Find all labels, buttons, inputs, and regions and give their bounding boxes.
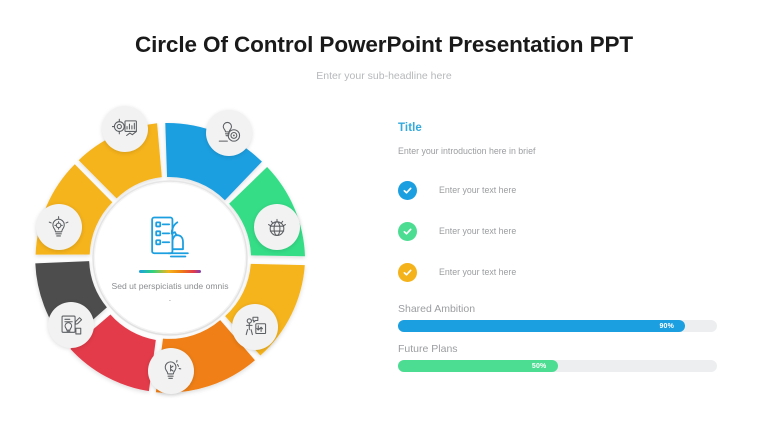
globe-icon	[268, 218, 286, 236]
check-circle-amber	[398, 262, 417, 282]
lightbulb-gear-icon	[48, 216, 69, 237]
page-subtitle: Enter your sub-headline here	[316, 70, 452, 82]
progress-fill: 90%	[398, 320, 686, 332]
panel-intro: Enter your introduction here in brief	[398, 146, 536, 156]
lightbulb-target-icon	[218, 121, 241, 142]
progress-block-future-plans: Future Plans 50%	[398, 343, 728, 372]
badge-lightbulb-idea[interactable]	[148, 348, 194, 394]
list-item[interactable]: Enter your text here	[398, 180, 728, 200]
inner-ring-outline	[92, 180, 248, 336]
badge-analytics-target[interactable]	[102, 106, 148, 152]
progress-block-shared-ambition: Shared Ambition 90%	[398, 303, 728, 332]
lightbulb-document-icon	[61, 315, 83, 335]
badge-lightbulb-document[interactable]	[48, 302, 94, 348]
list-item-label: Enter your text here	[439, 226, 517, 236]
center-caption: Sed ut perspiciatis unde omnis .	[111, 280, 229, 304]
progress-bars: Shared Ambition 90% Future Plans 50%	[398, 303, 728, 372]
content-panel: Title Enter your introduction here in br…	[398, 122, 728, 383]
list-item-label: Enter your text here	[439, 185, 517, 195]
lightbulb-idea-icon	[164, 359, 182, 379]
progress-value: 90%	[659, 322, 675, 330]
checklist: Enter your text here Enter your text her…	[398, 180, 728, 282]
check-circle-blue	[398, 180, 417, 200]
presenter-strategy-icon	[245, 316, 267, 336]
center-accent-rule	[139, 270, 201, 273]
analytics-target-icon	[112, 118, 137, 137]
circle-of-control-diagram: Sed ut perspiciatis unde omnis .	[20, 106, 320, 408]
check-icon	[403, 187, 412, 194]
progress-label: Future Plans	[398, 343, 458, 355]
wheel-center-disc: Sed ut perspiciatis unde omnis .	[95, 183, 245, 333]
progress-track[interactable]: 90%	[398, 320, 717, 332]
list-item[interactable]: Enter your text here	[398, 221, 728, 241]
progress-track[interactable]: 50%	[398, 360, 717, 372]
list-item-label: Enter your text here	[439, 267, 517, 277]
slide-header: Circle Of Control PowerPoint Presentatio…	[0, 0, 768, 82]
panel-title: Title	[398, 122, 422, 134]
progress-value: 50%	[531, 362, 547, 370]
badge-lightbulb-gear[interactable]	[36, 204, 82, 250]
page-title: Circle Of Control PowerPoint Presentatio…	[134, 32, 634, 57]
list-item[interactable]: Enter your text here	[398, 262, 728, 282]
badge-presenter-strategy[interactable]	[232, 304, 278, 350]
check-icon	[403, 228, 412, 235]
progress-label: Shared Ambition	[398, 303, 476, 315]
check-circle-green	[398, 221, 417, 241]
badge-lightbulb-target[interactable]	[206, 110, 252, 156]
check-icon	[403, 269, 412, 276]
progress-fill: 50%	[398, 360, 558, 372]
segment-blue[interactable]	[165, 123, 262, 201]
badge-globe[interactable]	[254, 204, 300, 250]
chess-knight-checklist-icon	[151, 216, 189, 258]
